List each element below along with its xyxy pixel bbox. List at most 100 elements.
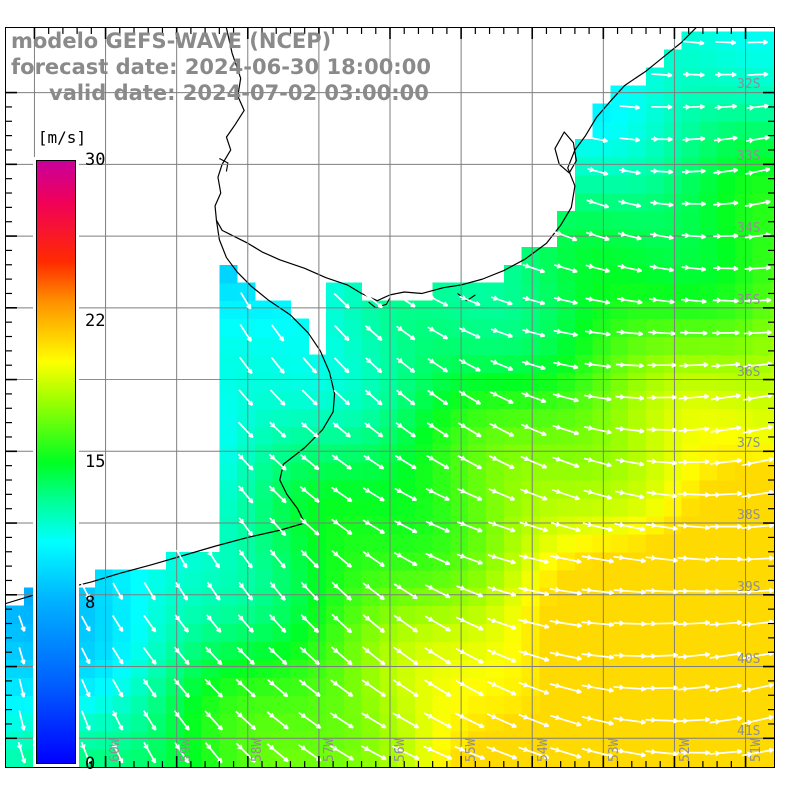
wind-arrow (393, 614, 419, 633)
wind-arrow (488, 521, 516, 533)
wind-arrow (519, 488, 548, 501)
wind-arrow (615, 457, 645, 467)
wind-arrow (521, 360, 546, 371)
wind-arrow (581, 651, 615, 660)
wind-arrow (456, 521, 483, 533)
wind-arrow (235, 678, 256, 698)
wind-arrow (300, 549, 319, 569)
wind-arrow (651, 104, 673, 110)
wind-arrow (650, 200, 674, 208)
wind-arrow (677, 749, 711, 756)
wind-arrow (143, 582, 156, 601)
wind-arrow (682, 136, 706, 143)
wind-arrow (238, 485, 254, 504)
wind-arrow (678, 394, 709, 402)
wind-arrow (645, 652, 679, 660)
wind-arrow (677, 620, 711, 627)
wind-arrow (745, 167, 771, 176)
wind-arrow (361, 679, 387, 698)
lon-label-60W: 60W (107, 738, 123, 762)
lon-label-53W: 53W (606, 738, 622, 762)
wind-arrow (552, 392, 579, 403)
wind-arrow (490, 327, 513, 338)
wind-arrow (238, 356, 253, 375)
wind-arrow (744, 199, 771, 209)
wind-arrow (392, 712, 420, 729)
wind-arrow (741, 587, 774, 595)
wind-arrow (713, 265, 739, 272)
wind-arrow (618, 199, 642, 208)
map-canvas (6, 28, 774, 767)
wind-arrow (111, 647, 124, 665)
wind-arrow (393, 551, 418, 567)
wind-arrow (613, 554, 646, 564)
wind-arrow (270, 356, 285, 374)
wind-arrow (519, 521, 549, 533)
wind-arrow (143, 742, 157, 764)
wind-arrow (396, 325, 416, 341)
lon-label-52W: 52W (678, 738, 694, 762)
wind-arrow (552, 424, 580, 436)
wind-arrow (683, 71, 705, 78)
colorbar-tick-22: 22 (85, 311, 106, 332)
wind-arrow (581, 554, 614, 564)
wind-arrow (550, 521, 581, 533)
wind-arrow (747, 39, 769, 45)
wind-arrow (394, 454, 417, 470)
wind-arrow (269, 549, 286, 569)
wind-arrow (581, 747, 614, 759)
wind-arrow (173, 710, 190, 731)
wind-arrow (268, 453, 287, 471)
wind-arrow (331, 613, 353, 634)
wind-arrow (550, 554, 582, 564)
wind-arrow (111, 742, 124, 764)
wind-arrow (238, 517, 254, 537)
wind-arrow (709, 651, 743, 660)
wind-arrow (583, 425, 612, 435)
wind-arrow (677, 588, 711, 595)
wind-arrow (585, 230, 610, 242)
wind-arrow (678, 459, 710, 466)
wind-arrow (395, 422, 416, 438)
wind-arrow (424, 584, 451, 599)
wind-arrow (741, 522, 774, 531)
wind-arrow (18, 678, 26, 698)
wind-arrow (81, 710, 91, 731)
wind-arrow (298, 711, 322, 729)
wind-arrow (550, 714, 582, 727)
wind-arrow (111, 678, 124, 698)
wind-arrow (112, 615, 124, 633)
lon-label-56W: 56W (393, 738, 408, 762)
wind-arrow (743, 329, 772, 337)
wind-arrow (551, 488, 580, 501)
wind-arrow (364, 293, 383, 309)
wind-arrow (614, 522, 646, 532)
wind-arrow (746, 103, 770, 111)
wind-arrow (613, 620, 647, 627)
wind-arrow (615, 361, 644, 369)
wind-arrow (522, 328, 546, 338)
wind-arrow (680, 329, 708, 336)
wind-arrow (613, 652, 647, 659)
wind-arrow (677, 555, 711, 563)
colorbar-tick-0: 0 (85, 754, 96, 774)
wind-arrow (393, 646, 419, 666)
wind-arrow (424, 615, 451, 632)
wind-arrow (332, 422, 351, 438)
wind-arrow (18, 710, 26, 731)
wind-arrow (680, 297, 707, 304)
wind-arrow (584, 361, 612, 369)
wind-arrow (330, 646, 353, 666)
wind-arrow (617, 231, 642, 241)
wind-arrow (677, 684, 711, 692)
wind-arrow (237, 614, 254, 633)
lat-label-41S: 41S (737, 724, 761, 740)
wind-arrow (300, 421, 319, 438)
wind-arrow (142, 678, 157, 698)
wind-arrow (299, 486, 320, 503)
wind-arrow (678, 426, 710, 434)
wind-arrow (587, 166, 609, 176)
wind-arrow (745, 135, 770, 144)
wind-arrow (396, 389, 416, 406)
